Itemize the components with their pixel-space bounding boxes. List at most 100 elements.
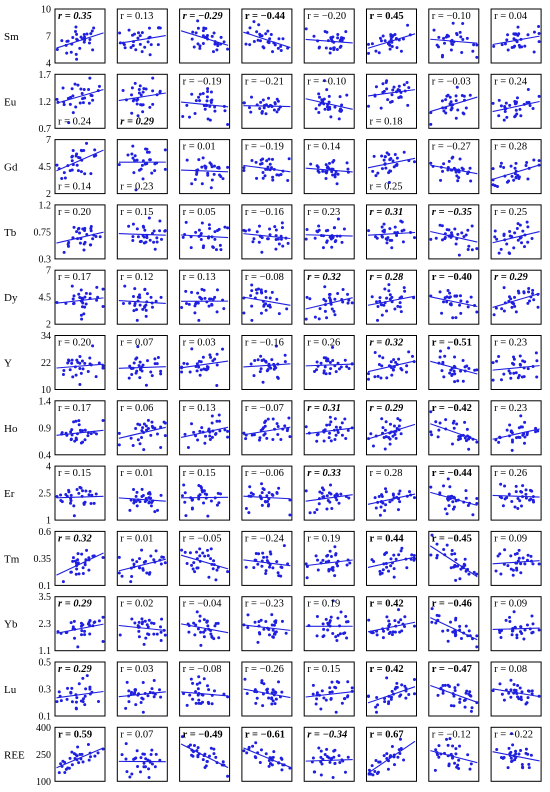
scatter-point xyxy=(138,442,142,446)
r-value-label: r = 0.07 xyxy=(120,729,153,740)
scatter-point xyxy=(140,696,144,700)
scatter-point xyxy=(384,503,388,507)
scatter-point xyxy=(144,424,148,428)
scatter-point xyxy=(283,353,287,357)
scatter-point xyxy=(141,426,145,430)
r-value-label: r = 0.05 xyxy=(183,207,216,218)
scatter-point xyxy=(475,496,479,500)
scatter-point xyxy=(327,559,331,563)
scatter-point xyxy=(373,375,377,379)
scatter-point xyxy=(201,42,205,46)
scatter-point xyxy=(195,550,199,554)
panel-Lu-4: r = −0.26 xyxy=(241,661,293,717)
scatter-point xyxy=(141,103,145,107)
r-value-label: r = 0.26 xyxy=(307,338,340,349)
scatter-point xyxy=(515,566,519,570)
panel-Sm-6: r = 0.45 xyxy=(366,8,417,64)
scatter-point xyxy=(395,233,399,237)
scatter-point xyxy=(492,313,496,317)
r-value-label: r = −0.19 xyxy=(183,76,222,87)
scatter-point xyxy=(323,753,327,757)
scatter-point xyxy=(497,251,501,255)
scatter-point xyxy=(475,501,479,505)
panel-Eu-8: r = 0.24 xyxy=(490,73,542,129)
scatter-point xyxy=(188,551,192,555)
scatter-point xyxy=(499,635,503,639)
scatter-point xyxy=(135,227,139,231)
scatter-point xyxy=(271,175,275,179)
panel-Lu-2: r = 0.03 xyxy=(116,661,168,717)
scatter-point xyxy=(55,163,59,167)
scatter-point xyxy=(437,744,441,748)
scatter-point xyxy=(264,752,268,756)
panel-frame xyxy=(303,400,355,456)
scatter-point xyxy=(491,361,495,365)
scatter-point xyxy=(527,766,531,770)
r-value-label: r = 0.29 xyxy=(120,116,154,127)
scatter-point xyxy=(196,755,200,759)
scatter-point xyxy=(264,500,268,504)
scatter-point xyxy=(257,224,261,228)
scatter-point xyxy=(274,247,278,251)
scatter-point xyxy=(131,144,135,148)
r-value-label: r = 0.20 xyxy=(58,338,91,349)
panel-Ho-3: r = 0.13 xyxy=(179,400,231,456)
regression-line xyxy=(180,623,229,634)
scatter-point xyxy=(215,288,219,292)
scatter-point xyxy=(447,346,451,350)
r-value-label: r = −0.35 xyxy=(432,207,472,218)
r-value-label: r = −0.06 xyxy=(245,468,284,479)
scatter-point xyxy=(247,106,251,110)
scatter-point xyxy=(378,296,382,300)
scatter-point xyxy=(137,88,141,92)
scatter-point xyxy=(472,570,476,574)
panel-Tb-5: r = 0.23 xyxy=(303,204,355,260)
scatter-point xyxy=(71,36,75,40)
scatter-point xyxy=(198,92,202,96)
scatter-point xyxy=(129,690,133,694)
scatter-point xyxy=(398,751,402,755)
panel-Sm-1: r = 0.35 xyxy=(54,8,106,64)
scatter-point xyxy=(215,363,219,367)
scatter-point xyxy=(509,695,513,699)
scatter-point xyxy=(134,427,138,431)
scatter-point xyxy=(523,360,527,364)
scatter-point xyxy=(159,369,163,373)
scatter-point xyxy=(453,372,457,376)
scatter-point xyxy=(325,316,329,320)
scatter-point xyxy=(323,309,327,313)
scatter-point xyxy=(265,555,269,559)
scatter-point xyxy=(517,548,521,552)
scatter-point xyxy=(517,374,521,378)
regression-line xyxy=(305,363,353,367)
scatter-point xyxy=(276,375,280,379)
scatter-point xyxy=(282,544,286,548)
scatter-point xyxy=(89,229,93,233)
y-tick-label: 2 xyxy=(46,189,51,200)
scatter-point xyxy=(242,431,246,435)
scatter-point xyxy=(522,245,526,249)
scatter-point xyxy=(270,166,274,170)
scatter-point xyxy=(392,567,396,571)
scatter-point xyxy=(521,229,525,233)
panel-Lu-7: r = −0.47 xyxy=(428,661,480,717)
scatter-point xyxy=(333,417,337,421)
scatter-point xyxy=(81,566,85,570)
scatter-point xyxy=(71,297,75,301)
scatter-point xyxy=(502,286,506,290)
regression-line xyxy=(180,426,229,438)
r-value-label: r = 0.03 xyxy=(120,664,153,675)
scatter-point xyxy=(324,177,328,181)
scatter-point xyxy=(71,556,75,560)
scatter-point xyxy=(452,704,456,708)
scatter-point xyxy=(152,632,156,636)
scatter-point xyxy=(75,57,79,61)
scatter-point xyxy=(397,608,401,612)
scatter-point xyxy=(67,488,71,492)
scatter-point xyxy=(152,678,156,682)
scatter-point xyxy=(79,35,83,39)
scatter-point xyxy=(286,178,290,182)
scatter-point xyxy=(321,558,325,562)
scatter-point xyxy=(467,447,471,451)
scatter-point xyxy=(465,36,469,40)
